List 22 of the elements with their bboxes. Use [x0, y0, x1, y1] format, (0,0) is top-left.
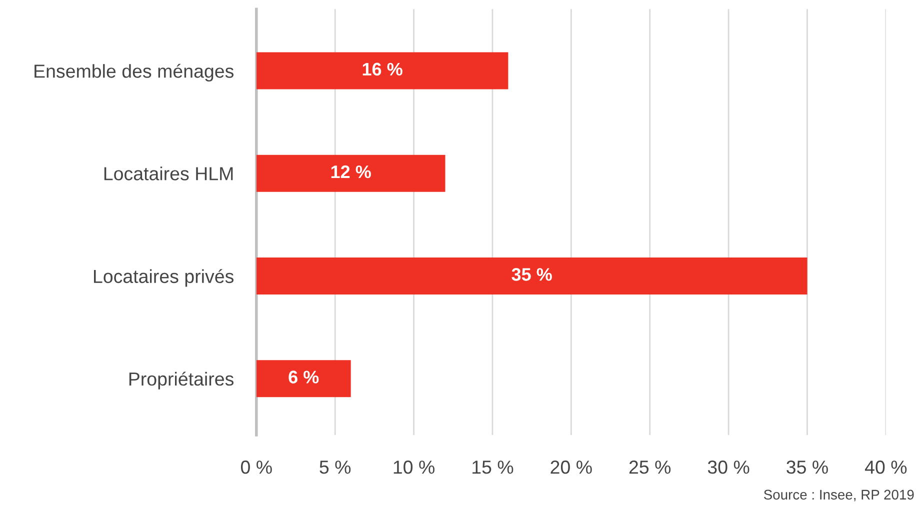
x-tick-label: 35 % [786, 460, 828, 474]
bar [256, 258, 808, 294]
y-tick-label: Ensemble des ménages [34, 64, 234, 82]
y-tick-label: Locataires privés [94, 269, 234, 287]
bar [256, 52, 508, 90]
data-label: 6 % [288, 370, 319, 384]
data-label: 12 % [331, 165, 371, 178]
x-tick-label: 0 % [240, 460, 272, 474]
x-tick-label: 40 % [864, 460, 907, 474]
data-label: 35 % [512, 268, 552, 281]
x-tick-label: 30 % [708, 460, 750, 474]
x-tick-label: 20 % [550, 460, 592, 474]
y-tick-label: Locataires HLM [104, 166, 233, 180]
bar [256, 154, 446, 192]
x-tick-label: 10 % [394, 460, 434, 474]
x-tick-label: 5 % [320, 460, 351, 474]
x-tick-label: 25 % [629, 460, 671, 474]
data-label: 16 % [362, 62, 402, 76]
y-tick-label: Propriétaires [129, 372, 234, 390]
bar [256, 360, 351, 398]
source-note: Source : Insee, RP 2019 [764, 490, 914, 502]
x-tick-label: 15 % [472, 460, 514, 474]
